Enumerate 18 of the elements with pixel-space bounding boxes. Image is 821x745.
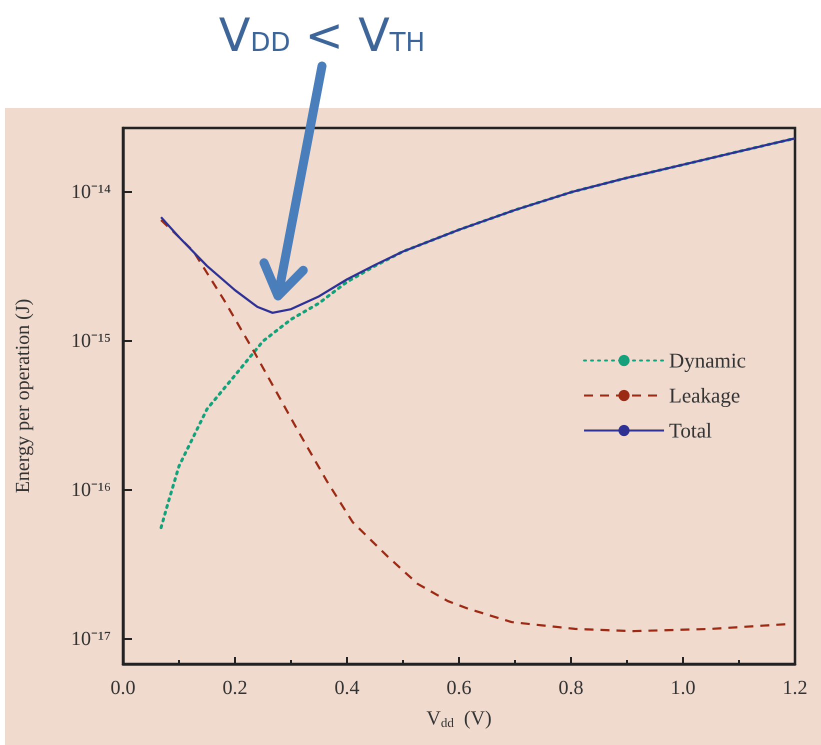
legend-label: Total (669, 418, 712, 442)
legend-label: Dynamic (669, 348, 746, 372)
x-tick-label: 0.6 (446, 677, 472, 699)
x-tick-label: 1.0 (670, 677, 696, 699)
line-series (160, 137, 796, 314)
x-tick-label: 0.4 (334, 677, 360, 699)
x-tick-label: 0.2 (222, 677, 248, 699)
x-tick-label: 1.2 (782, 677, 808, 699)
y-tick-label: 10⁻¹⁷ (71, 628, 112, 650)
y-tick-label: 10⁻¹⁴ (71, 181, 112, 204)
x-tick-label: 0.0 (110, 677, 136, 699)
y-tick-label: 10⁻¹⁶ (71, 479, 112, 502)
legend-label: Leakage (669, 384, 740, 408)
y-axis-title: Energy per operation (J) (12, 298, 34, 494)
line-series (160, 219, 788, 632)
x-axis-title: Vdd (V) (426, 708, 492, 730)
y-tick-label: 10⁻¹⁵ (71, 330, 111, 352)
x-tick-label: 0.8 (558, 677, 584, 699)
